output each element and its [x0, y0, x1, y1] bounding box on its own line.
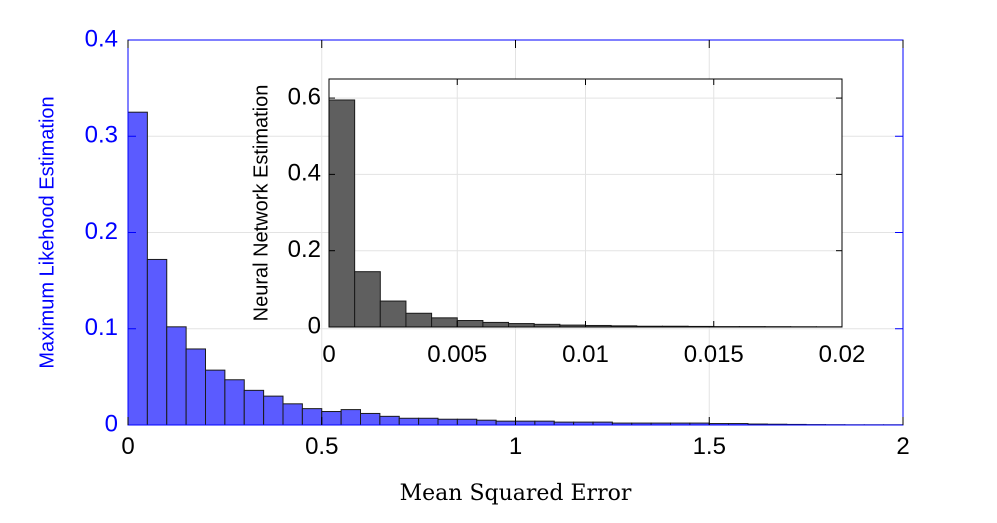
- main-ytick-label-3: 0.3: [85, 122, 118, 149]
- main-ytick-label-2: 0.2: [85, 218, 118, 245]
- inset-ytick-label-1: 0.2: [288, 236, 321, 263]
- main-bar-18: [477, 420, 496, 425]
- inset-bar-4: [432, 318, 458, 327]
- main-bar-2: [167, 327, 186, 425]
- main-xtick-label-1: 0.5: [305, 433, 338, 460]
- inset-xtick-label-0: 0: [322, 341, 335, 368]
- inset-ylabel: Neural Network Estimation: [250, 85, 272, 322]
- main-bar-19: [496, 421, 515, 425]
- main-bar-8: [283, 404, 302, 425]
- inset-bar-3: [406, 313, 432, 327]
- inset-bar-0: [329, 100, 355, 327]
- main-ytick-label-1: 0.1: [85, 314, 118, 341]
- main-ytick-label-4: 0.4: [85, 25, 118, 52]
- main-bar-6: [244, 390, 263, 425]
- inset-plot: 0 0.2 0.4 0.6 0 0.005 0.01 0.015 0.02 Neural Netw…: [250, 79, 865, 368]
- main-bar-17: [457, 419, 476, 425]
- inset-bar-1: [355, 272, 381, 327]
- main-xtick-label-4: 2: [896, 433, 909, 460]
- main-xtick-label-0: 0: [121, 433, 134, 460]
- main-bar-0: [128, 112, 147, 425]
- main-bar-5: [225, 380, 244, 425]
- inset-ytick-label-2: 0.4: [288, 160, 321, 187]
- inset-xtick-label-2: 0.01: [562, 341, 609, 368]
- main-ytick-label-0: 0: [105, 410, 118, 437]
- inset-bar-5: [457, 321, 483, 327]
- inset-ytick-label-0: 0: [308, 312, 321, 339]
- inset-xtick-label-4: 0.02: [819, 341, 866, 368]
- main-xlabel: Mean Squared Error: [400, 481, 632, 506]
- inset-bar-6: [483, 322, 509, 327]
- main-xtick-label-3: 1.5: [693, 433, 726, 460]
- main-bar-10: [322, 412, 341, 425]
- main-bar-7: [264, 396, 283, 425]
- main-bar-9: [302, 409, 321, 425]
- inset-bar-2: [380, 301, 406, 327]
- main-bar-11: [341, 410, 360, 425]
- main-bar-1: [147, 259, 166, 425]
- main-bar-20: [516, 421, 535, 425]
- main-bar-21: [535, 421, 554, 425]
- main-bar-4: [206, 370, 225, 425]
- main-bar-3: [186, 349, 205, 425]
- main-ylabel: Maximum Likehood Estimation: [36, 96, 58, 368]
- main-bar-14: [399, 418, 418, 425]
- main-bar-13: [380, 416, 399, 425]
- inset-xtick-label-1: 0.005: [427, 341, 487, 368]
- main-bar-12: [361, 413, 380, 425]
- main-bar-15: [419, 418, 438, 425]
- inset-bar-7: [509, 324, 535, 327]
- main-bar-16: [438, 419, 457, 425]
- main-xtick-label-2: 1: [509, 433, 522, 460]
- inset-xtick-label-3: 0.015: [684, 341, 744, 368]
- inset-ytick-label-3: 0.6: [288, 83, 321, 110]
